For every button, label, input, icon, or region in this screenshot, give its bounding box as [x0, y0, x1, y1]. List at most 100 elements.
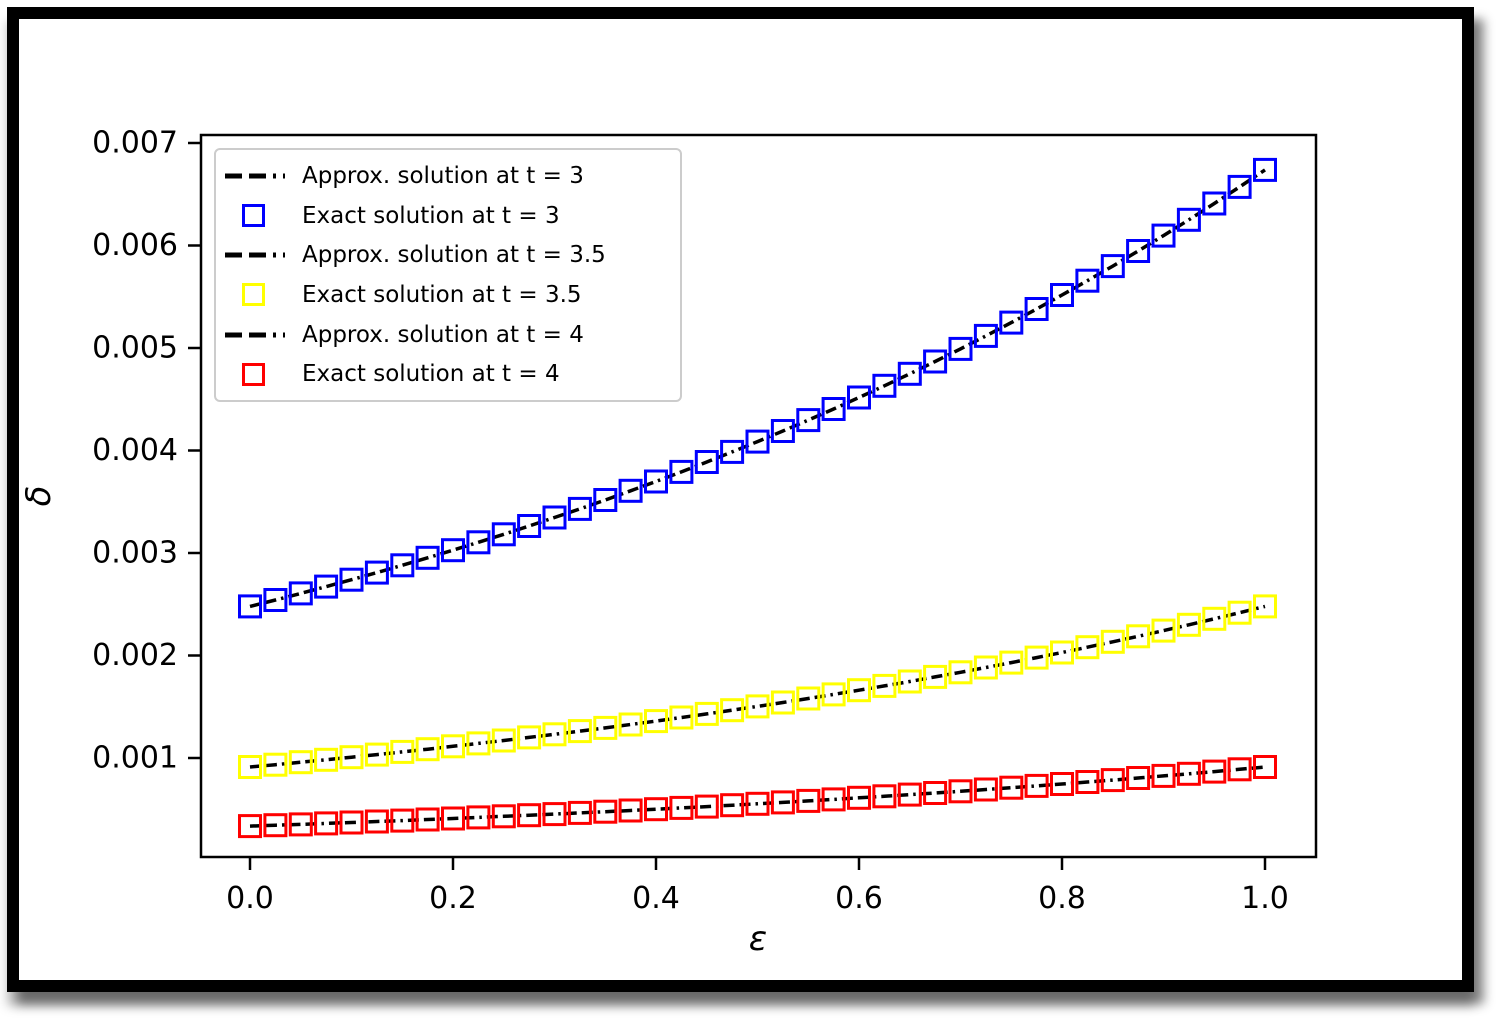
exact-solution-marker [238, 814, 262, 839]
exact-solution-marker [897, 669, 922, 694]
exact-solution-marker [770, 690, 795, 715]
exact-solution-marker [1227, 757, 1252, 782]
exact-solution-marker [364, 742, 389, 767]
exact-solution-marker [1100, 629, 1125, 654]
legend: Approx. solution at t = 3 Exact solution … [214, 148, 682, 402]
exact-solution-marker [669, 459, 694, 484]
exact-solution-marker [364, 560, 389, 585]
legend-item: Approx. solution at t = 3 [216, 156, 680, 196]
approx-solution-line [249, 765, 1266, 828]
y-tick-label: 0.003 [92, 536, 178, 571]
exact-solution-marker [1126, 239, 1151, 263]
exact-solution-marker [441, 734, 465, 759]
exact-solution-marker [1202, 606, 1227, 631]
exact-solution-marker [694, 701, 719, 726]
exact-solution-marker [999, 310, 1024, 335]
approx-solution-line [249, 168, 1266, 609]
exact-solution-marker [415, 807, 440, 832]
exact-solution-marker [821, 682, 846, 707]
exact-solution-marker [1075, 635, 1100, 660]
exact-solution-marker [999, 775, 1024, 800]
exact-solution-marker [441, 538, 465, 563]
legend-marker-sample [216, 362, 302, 386]
y-tick-label: 0.001 [92, 741, 178, 776]
exact-solution-marker [1151, 618, 1176, 643]
exact-solution-marker [288, 750, 313, 775]
exact-solution-marker [999, 650, 1024, 675]
exact-solution-marker [263, 752, 288, 777]
exact-solution-marker [288, 581, 313, 606]
exact-solution-marker [288, 812, 313, 837]
exact-solution-marker [542, 505, 567, 530]
exact-solution-marker [872, 673, 897, 698]
exact-solution-marker [872, 784, 897, 809]
exact-solution-marker [441, 806, 465, 831]
x-tick-label: 0.0 [226, 881, 274, 916]
exact-solution-marker [847, 785, 871, 810]
exact-solution-marker [1024, 297, 1049, 321]
exact-solution-marker [897, 782, 922, 807]
exact-solution-marker [948, 660, 973, 685]
exact-solution-marker [720, 793, 745, 818]
exact-solution-marker [1253, 594, 1277, 619]
exact-solution-marker [1126, 766, 1151, 790]
exact-solution-marker [1050, 772, 1074, 796]
exact-solution-marker [948, 336, 973, 361]
dashdot-line-icon [225, 332, 285, 338]
exact-solution-marker [973, 323, 998, 348]
exact-solution-marker [644, 469, 668, 494]
exact-solution-marker [1202, 191, 1227, 216]
legend-marker-sample [216, 283, 302, 307]
exact-solution-marker [694, 450, 719, 474]
exact-solution-marker [1176, 612, 1201, 637]
legend-item: Exact solution at t = 4 [216, 354, 680, 394]
exact-solution-marker [517, 803, 542, 828]
y-axis-label: δ [19, 486, 59, 507]
exact-solution-marker [923, 349, 948, 374]
exact-solution-marker [314, 811, 339, 836]
exact-solution-marker [644, 797, 668, 822]
exact-solution-marker [415, 545, 440, 570]
exact-solution-marker [745, 791, 770, 816]
x-axis-label: ε [749, 919, 767, 959]
exact-solution-marker [390, 553, 415, 578]
exact-solution-marker [1253, 157, 1277, 182]
exact-solution-marker [1024, 645, 1049, 670]
exact-solution-marker [618, 798, 643, 823]
x-tick-label: 0.6 [835, 881, 883, 916]
exact-solution-marker [1202, 759, 1227, 784]
x-tick-label: 0.8 [1038, 881, 1086, 916]
exact-solution-marker [694, 794, 719, 819]
exact-solution-marker [466, 805, 491, 830]
y-tick-label: 0.006 [92, 228, 178, 263]
exact-solution-marker [1075, 770, 1100, 794]
legend-item-label: Approx. solution at t = 3.5 [302, 242, 606, 269]
exact-solution-marker [770, 419, 795, 443]
legend-marker-sample [216, 204, 302, 227]
legend-item-label: Exact solution at t = 4 [302, 361, 560, 388]
exact-solution-marker [1253, 755, 1277, 779]
exact-solution-marker [796, 788, 821, 813]
exact-solution-marker [821, 787, 846, 812]
x-tick-label: 0.2 [429, 881, 477, 916]
exact-solution-marker [847, 385, 871, 410]
legend-line-sample [216, 171, 302, 181]
exact-solution-marker [973, 777, 998, 802]
exact-solution-marker [872, 373, 897, 398]
exact-solution-marker [1050, 640, 1074, 665]
exact-solution-marker [644, 709, 668, 734]
exact-solution-marker [339, 745, 364, 770]
exact-solution-marker [466, 530, 491, 555]
series-group [238, 157, 1277, 839]
axes-box [199, 133, 1318, 859]
exact-solution-marker [1100, 768, 1125, 793]
exact-solution-marker [314, 574, 339, 599]
square-marker-icon [242, 204, 265, 227]
exact-solution-marker [770, 790, 795, 815]
exact-solution-marker [567, 496, 592, 521]
exact-solution-marker [1024, 773, 1049, 798]
exact-solution-marker [339, 810, 364, 835]
exact-solution-marker [897, 361, 922, 386]
